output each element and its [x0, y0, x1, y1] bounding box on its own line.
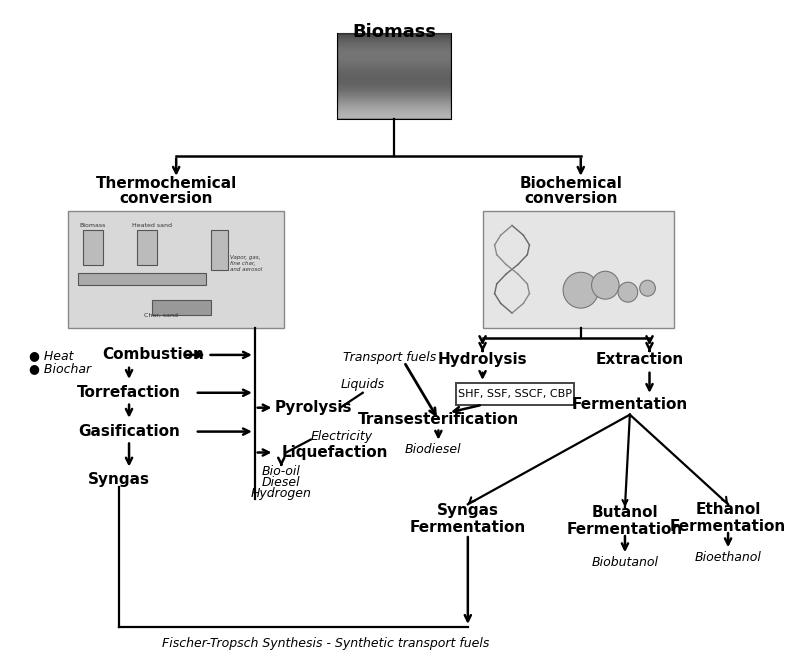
Text: Biodiesel: Biodiesel — [405, 443, 462, 456]
Bar — [78, 273, 206, 285]
Text: Syngas
Fermentation: Syngas Fermentation — [410, 503, 526, 535]
Text: Fermentation: Fermentation — [572, 397, 688, 412]
Circle shape — [618, 282, 638, 302]
Text: Combustion: Combustion — [102, 347, 205, 363]
Text: Biomass: Biomass — [352, 23, 436, 41]
Text: Vapor, gas,
fine char,
and aerosol: Vapor, gas, fine char, and aerosol — [230, 256, 262, 272]
Text: Syngas: Syngas — [88, 472, 150, 487]
Text: Fischer-Tropsch Synthesis - Synthetic transport fuels: Fischer-Tropsch Synthesis - Synthetic tr… — [162, 637, 489, 650]
Text: ● Biochar: ● Biochar — [29, 362, 91, 375]
Text: SHF, SSF, SSCF, CBP: SHF, SSF, SSCF, CBP — [458, 389, 572, 399]
Text: Thermochemical: Thermochemical — [96, 176, 237, 191]
Circle shape — [640, 280, 655, 296]
Text: Biobutanol: Biobutanol — [591, 555, 658, 569]
Bar — [68, 211, 284, 328]
Text: Biomass: Biomass — [79, 223, 106, 228]
Text: Heated sand: Heated sand — [132, 223, 172, 228]
Bar — [338, 34, 451, 119]
Text: ● Heat: ● Heat — [29, 349, 74, 362]
Text: conversion: conversion — [120, 191, 213, 205]
Text: Transesterification: Transesterification — [358, 412, 519, 427]
FancyBboxPatch shape — [152, 300, 210, 315]
Text: Hydrolysis: Hydrolysis — [438, 353, 527, 367]
Text: Butanol
Fermentation: Butanol Fermentation — [567, 505, 683, 537]
Text: Bio-oil: Bio-oil — [262, 465, 301, 478]
Text: Bioethanol: Bioethanol — [694, 551, 762, 563]
Text: Ethanol
Fermentation: Ethanol Fermentation — [670, 502, 786, 535]
Text: Extraction: Extraction — [595, 353, 684, 367]
Text: Gasification: Gasification — [78, 424, 180, 439]
Bar — [482, 211, 674, 328]
Text: Liquids: Liquids — [341, 378, 385, 391]
Text: Liquefaction: Liquefaction — [282, 445, 388, 460]
Circle shape — [563, 272, 598, 308]
Text: Biochemical: Biochemical — [519, 176, 622, 191]
Text: Electricity: Electricity — [310, 430, 373, 443]
Text: Transport fuels: Transport fuels — [342, 351, 436, 365]
Text: Diesel: Diesel — [262, 476, 301, 489]
Text: Hydrogen: Hydrogen — [251, 487, 312, 500]
Circle shape — [591, 271, 619, 299]
Bar — [137, 230, 157, 266]
Text: conversion: conversion — [524, 191, 618, 205]
Bar — [210, 230, 228, 270]
Text: Char, sand: Char, sand — [145, 313, 178, 318]
Text: Torrefaction: Torrefaction — [77, 385, 181, 400]
Bar — [83, 230, 102, 266]
Bar — [456, 383, 574, 405]
Text: Pyrolysis: Pyrolysis — [274, 400, 352, 415]
